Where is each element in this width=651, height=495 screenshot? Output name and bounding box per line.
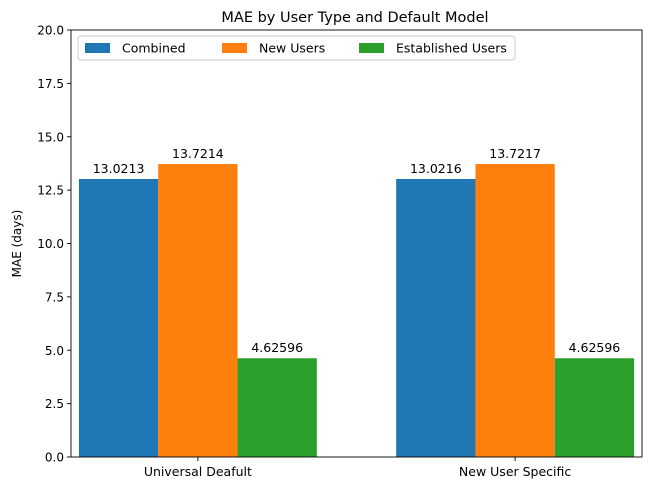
bar xyxy=(475,164,555,458)
y-tick-label: 15.0 xyxy=(37,130,64,144)
bar-value-label: 13.7217 xyxy=(489,146,541,161)
legend-swatch xyxy=(85,43,110,53)
x-tick-label: Universal Deafult xyxy=(144,464,252,479)
axes-frame xyxy=(70,29,643,458)
bar-value-label: 13.0216 xyxy=(410,161,462,176)
bar xyxy=(237,358,317,457)
y-tick-label: 12.5 xyxy=(37,184,64,198)
bar-value-label: 13.0213 xyxy=(93,161,145,176)
x-tick-label: New User Specific xyxy=(459,464,571,479)
bar-value-label: 4.62596 xyxy=(569,340,621,355)
bar-value-label: 4.62596 xyxy=(251,340,303,355)
y-axis-label: MAE (days) xyxy=(10,210,24,278)
y-tick-label: 10.0 xyxy=(37,237,64,251)
y-tick-label: 2.5 xyxy=(45,397,64,411)
bar xyxy=(158,164,238,458)
bar xyxy=(78,178,159,457)
y-tick-label: 0.0 xyxy=(45,451,64,465)
y-tick-label: 5.0 xyxy=(45,344,64,358)
y-tick-label: 17.5 xyxy=(37,77,64,91)
legend-box xyxy=(77,35,516,61)
legend-label: Established Users xyxy=(396,41,507,56)
chart-title: MAE by User Type and Default Model xyxy=(221,10,488,26)
legend-label: New Users xyxy=(259,41,325,56)
y-tick-label: 20.0 xyxy=(37,24,64,38)
legend-swatch xyxy=(359,43,384,53)
plot-area: 13.0213 13.0216 13.7214 13.7217 4.62596 4.625… xyxy=(37,24,643,479)
bar xyxy=(554,358,635,457)
y-tick-label: 7.5 xyxy=(45,290,64,304)
legend-swatch xyxy=(222,43,247,53)
bar-value-label: 13.7214 xyxy=(172,146,224,161)
bar xyxy=(396,178,476,458)
legend-label: Combined xyxy=(122,41,186,56)
